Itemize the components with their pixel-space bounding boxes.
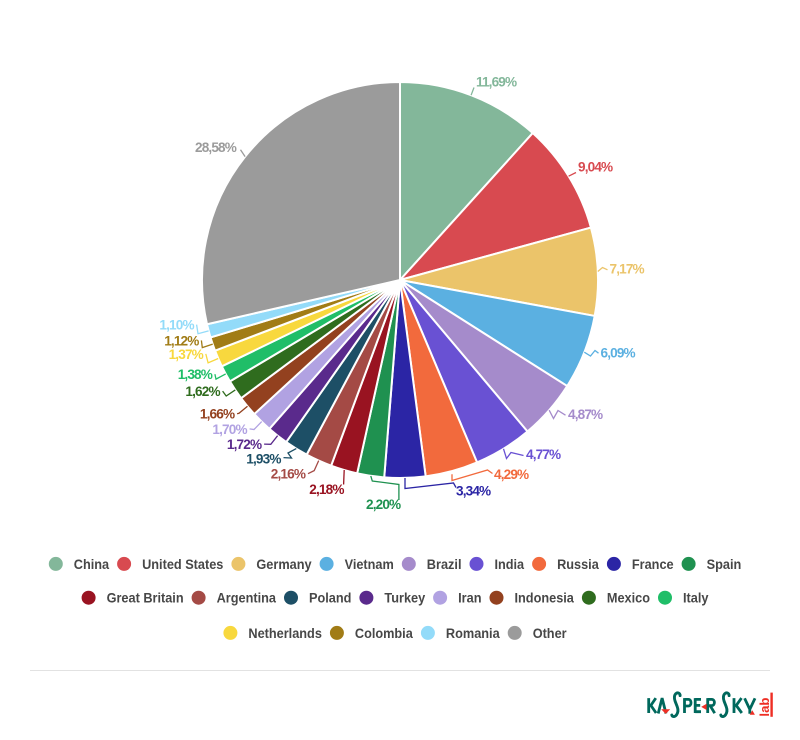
- svg-text:Poland: Poland: [309, 591, 351, 606]
- svg-text:4,77%: 4,77%: [526, 447, 561, 462]
- svg-text:1,10%: 1,10%: [159, 318, 194, 333]
- svg-text:Vietnam: Vietnam: [345, 557, 394, 572]
- svg-text:1,37%: 1,37%: [169, 347, 204, 362]
- svg-text:Germany: Germany: [256, 557, 312, 572]
- svg-text:Spain: Spain: [707, 557, 742, 572]
- svg-text:1,70%: 1,70%: [212, 422, 247, 437]
- svg-text:28,58%: 28,58%: [195, 140, 237, 155]
- svg-text:Italy: Italy: [683, 591, 709, 606]
- svg-text:4,29%: 4,29%: [494, 467, 529, 482]
- svg-text:1,38%: 1,38%: [178, 367, 213, 382]
- svg-text:2,16%: 2,16%: [271, 467, 306, 482]
- svg-text:1,72%: 1,72%: [227, 437, 262, 452]
- svg-text:United States: United States: [142, 557, 223, 572]
- svg-text:1,12%: 1,12%: [164, 333, 199, 348]
- svg-text:Iran: Iran: [458, 591, 481, 606]
- svg-text:Netherlands: Netherlands: [248, 626, 322, 641]
- svg-text:4,87%: 4,87%: [568, 407, 603, 422]
- svg-text:France: France: [632, 557, 674, 572]
- svg-text:1,66%: 1,66%: [200, 407, 235, 422]
- svg-text:Indonesia: Indonesia: [515, 591, 575, 606]
- svg-text:1,62%: 1,62%: [185, 384, 220, 399]
- svg-text:India: India: [495, 557, 525, 572]
- svg-text:lab: lab: [757, 698, 772, 717]
- svg-text:6,09%: 6,09%: [601, 346, 636, 361]
- svg-text:9,04%: 9,04%: [578, 160, 613, 175]
- svg-text:Colombia: Colombia: [355, 626, 413, 641]
- svg-text:Mexico: Mexico: [607, 591, 650, 606]
- svg-text:2,18%: 2,18%: [309, 482, 344, 497]
- svg-text:Argentina: Argentina: [217, 591, 277, 606]
- svg-text:Brazil: Brazil: [427, 557, 462, 572]
- svg-text:Other: Other: [533, 626, 568, 641]
- svg-text:China: China: [74, 557, 110, 572]
- svg-text:3,34%: 3,34%: [456, 484, 491, 499]
- svg-text:2,20%: 2,20%: [366, 497, 401, 512]
- svg-text:11,69%: 11,69%: [476, 75, 517, 90]
- svg-text:Turkey: Turkey: [384, 591, 425, 606]
- svg-text:Romania: Romania: [446, 626, 500, 641]
- svg-text:Great Britain: Great Britain: [107, 591, 184, 606]
- svg-text:1,93%: 1,93%: [246, 452, 281, 467]
- svg-text:Russia: Russia: [557, 557, 599, 572]
- svg-text:7,17%: 7,17%: [610, 262, 645, 277]
